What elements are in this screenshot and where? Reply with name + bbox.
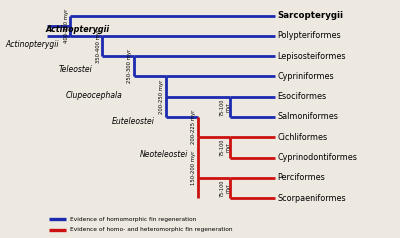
Text: Esociformes: Esociformes bbox=[278, 92, 327, 101]
Text: Clupeocephala: Clupeocephala bbox=[66, 91, 123, 100]
Text: Actinopterygii: Actinopterygii bbox=[46, 25, 110, 34]
Text: Euteleostei: Euteleostei bbox=[112, 117, 155, 125]
Text: Scorpaeniformes: Scorpaeniformes bbox=[278, 193, 346, 203]
Text: Lepisosteiformes: Lepisosteiformes bbox=[278, 52, 346, 61]
Text: 200-225 myr: 200-225 myr bbox=[191, 110, 196, 144]
Text: Evidence of homomorphic fin regeneration: Evidence of homomorphic fin regeneration bbox=[70, 217, 196, 222]
Text: Neoteleostei: Neoteleostei bbox=[140, 150, 188, 159]
Text: Actinopterygii: Actinopterygii bbox=[5, 40, 58, 50]
Text: Polypteriformes: Polypteriformes bbox=[278, 31, 341, 40]
Text: 200-250 myr: 200-250 myr bbox=[159, 79, 164, 114]
Text: Perciformes: Perciformes bbox=[278, 173, 326, 182]
Text: 75-100
myr: 75-100 myr bbox=[220, 179, 231, 197]
Text: Cichliformes: Cichliformes bbox=[278, 133, 328, 142]
Text: 250-300 myr: 250-300 myr bbox=[127, 49, 132, 83]
Text: Cypriniformes: Cypriniformes bbox=[278, 72, 334, 81]
Text: 75-100
myr: 75-100 myr bbox=[220, 139, 231, 156]
Text: 150-200 myr: 150-200 myr bbox=[191, 150, 196, 185]
Text: 350-400 myr: 350-400 myr bbox=[96, 29, 100, 63]
Text: Evidence of homo- and heteromorphic fin regeneration: Evidence of homo- and heteromorphic fin … bbox=[70, 227, 232, 232]
Text: Teleostei: Teleostei bbox=[59, 65, 93, 74]
Text: Salmoniformes: Salmoniformes bbox=[278, 113, 338, 121]
Text: 75-100
myr: 75-100 myr bbox=[220, 98, 231, 115]
Text: 400-450 myr: 400-450 myr bbox=[64, 9, 69, 43]
Text: Sarcopterygii: Sarcopterygii bbox=[278, 11, 344, 20]
Text: Cyprinodontiformes: Cyprinodontiformes bbox=[278, 153, 358, 162]
